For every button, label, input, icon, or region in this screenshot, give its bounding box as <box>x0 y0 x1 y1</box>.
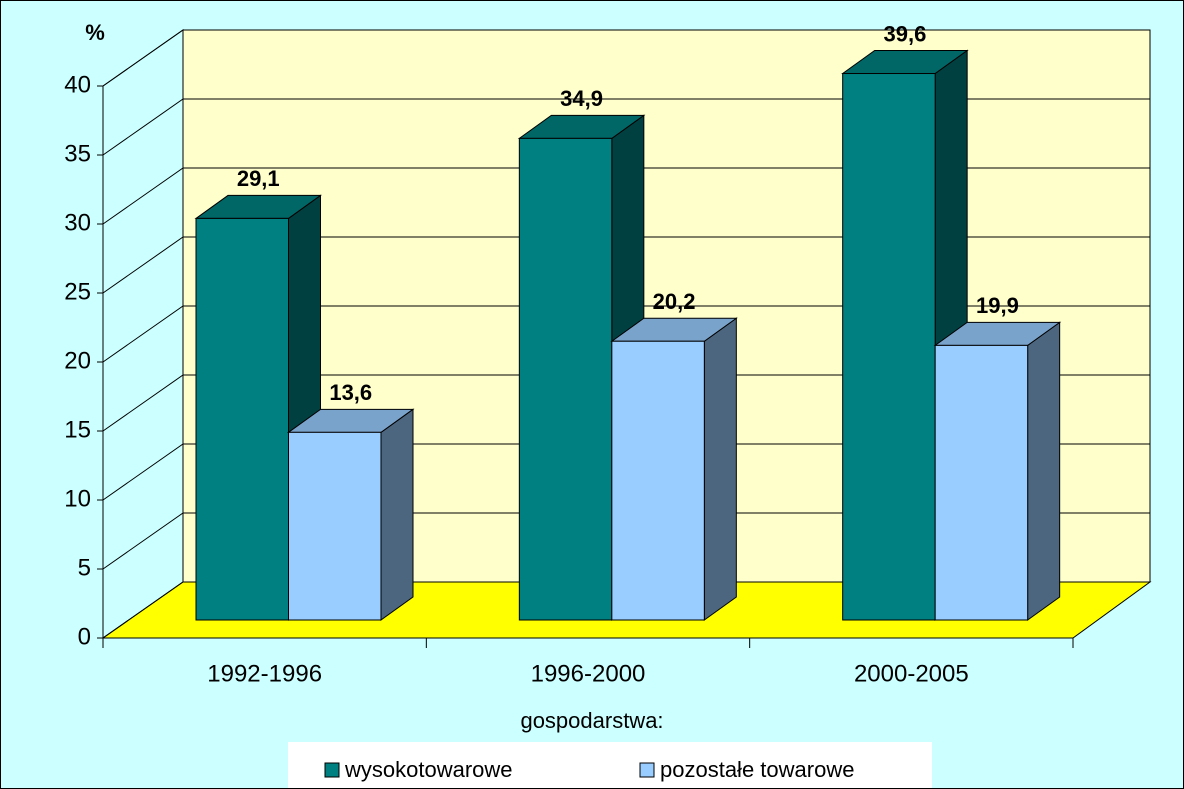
legend: wysokotowarowe pozostałe towarowe <box>324 757 854 782</box>
bar <box>933 321 1062 621</box>
data-label: 20,2 <box>653 289 696 314</box>
x-tick-label: 2000-2005 <box>854 660 969 687</box>
grid-line <box>102 443 1150 501</box>
y-tick-label: 20 <box>64 347 91 374</box>
data-label: 19,9 <box>976 293 1019 318</box>
grid-line <box>102 374 1150 432</box>
data-label: 34,9 <box>560 86 603 111</box>
bar <box>286 408 415 621</box>
bar-side <box>380 408 414 621</box>
y-tick-label: 35 <box>64 140 91 167</box>
legend-swatch <box>324 762 340 778</box>
bar <box>610 317 738 621</box>
grid-line <box>102 167 1150 225</box>
grid-line <box>102 305 1150 363</box>
y-tick-label: 5 <box>78 554 91 581</box>
legend-box <box>288 742 932 788</box>
x-axis-label: gospodarstwa: <box>520 708 663 733</box>
y-axis-label: % <box>85 20 105 45</box>
bar-front <box>934 344 1029 621</box>
grid-line <box>102 581 1150 639</box>
grid-line <box>102 98 1150 156</box>
y-tick-label: 10 <box>64 485 91 512</box>
bar-front <box>195 217 289 621</box>
x-tick-label: 1992-1996 <box>207 660 322 687</box>
data-label: 13,6 <box>329 380 372 405</box>
y-tick-label: 30 <box>64 209 91 236</box>
grid <box>97 29 1150 648</box>
legend-swatch <box>639 762 655 778</box>
bar-front <box>288 431 382 621</box>
x-tick-label: 1996-2000 <box>531 660 646 687</box>
bar-side <box>703 317 737 621</box>
bars <box>194 49 1062 621</box>
bar-front <box>842 73 936 621</box>
bar-front <box>518 137 613 621</box>
grid-line <box>102 236 1150 294</box>
data-label: 39,6 <box>884 21 927 46</box>
y-tick-label: 0 <box>78 623 91 650</box>
y-tick-label: 40 <box>64 71 91 98</box>
legend-label: wysokotowarowe <box>344 757 513 782</box>
grid-line <box>102 29 1150 87</box>
bar-side <box>1027 321 1061 621</box>
data-label: 29,1 <box>237 166 280 191</box>
legend-label: pozostałe towarowe <box>660 757 854 782</box>
y-tick-label: 15 <box>64 416 91 443</box>
grid-line <box>102 512 1150 570</box>
y-tick-label: 25 <box>64 278 91 305</box>
bar-front <box>611 340 705 621</box>
